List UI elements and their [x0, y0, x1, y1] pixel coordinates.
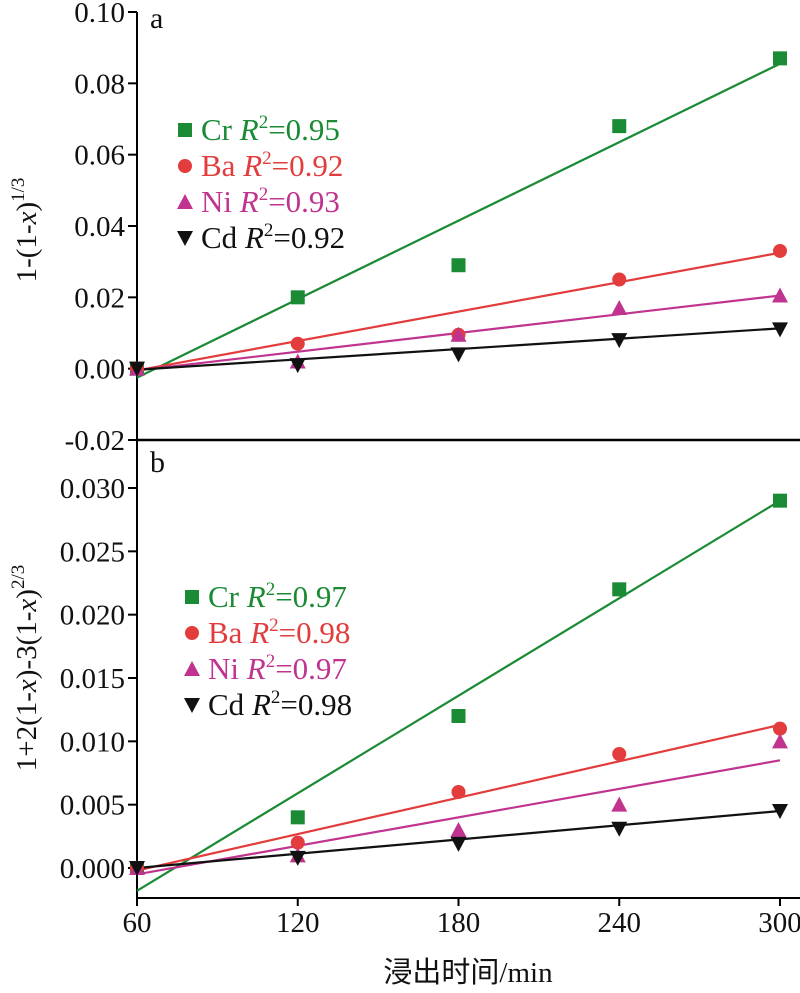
point-ba: [451, 785, 466, 799]
point-ba: [612, 272, 627, 287]
legend-label-cr: Cr R2=0.95: [201, 112, 340, 147]
y-tick-label: 0.015: [60, 663, 125, 695]
x-tick-label: 300: [758, 907, 800, 939]
x-tick-label: 240: [598, 907, 642, 939]
panel-b: b 0.000 0.005 0.010 0.015 0.020 0.025 0.030 60…: [8, 440, 800, 989]
point-ni: [450, 326, 467, 342]
point-cd: [450, 836, 467, 852]
panel-a-points: [129, 51, 788, 377]
panel-b-label: b: [150, 446, 165, 479]
x-tick-label: 180: [437, 907, 481, 939]
panel-b-y-ticks: 0.000 0.005 0.010 0.015 0.020 0.025 0.030: [60, 473, 137, 885]
panel-a-y-axis-title: 1-(1-x)1/3: [8, 178, 43, 283]
legend-label-cd: Cd R2=0.98: [208, 687, 352, 722]
y-tick-label: 0.08: [74, 68, 125, 100]
point-ba: [773, 243, 787, 258]
point-cr: [451, 258, 466, 273]
point-ni: [450, 822, 467, 837]
y-tick-label: 0.000: [60, 853, 125, 885]
y-tick-label: 0.005: [60, 790, 125, 822]
point-cd: [129, 361, 145, 377]
legend-label-cr: Cr R2=0.97: [208, 579, 347, 614]
point-cr: [773, 51, 787, 66]
x-tick-label: 60: [123, 907, 152, 939]
legend-marker-ba: [178, 159, 192, 173]
legend-label-ni: Ni R2=0.93: [201, 184, 340, 219]
point-ni: [772, 287, 788, 303]
legend-label-ba: Ba R2=0.92: [201, 148, 343, 183]
point-cd: [129, 861, 145, 876]
panel-a-y-ticks: -0.02 0.00 0.02 0.04 0.06 0.08 0.10: [65, 0, 137, 457]
legend-label-ba: Ba R2=0.98: [208, 615, 350, 650]
point-cd: [289, 850, 306, 866]
y-tick-label: 0.030: [60, 473, 125, 505]
point-ba: [612, 747, 627, 761]
point-ba: [290, 336, 305, 351]
x-axis-title: 浸出时间/min: [383, 956, 553, 989]
y-tick-label: 0.025: [60, 536, 125, 568]
point-ni: [611, 300, 628, 316]
fit-line-cr: [136, 499, 781, 892]
point-cd: [450, 347, 467, 363]
point-cr: [773, 493, 787, 508]
y-tick-label: 0.02: [74, 282, 125, 314]
x-tick-label: 120: [276, 907, 320, 939]
y-tick-label: 0.010: [60, 726, 125, 758]
legend-marker-ni: [184, 661, 200, 676]
y-tick-label: 0.06: [74, 140, 125, 172]
legend-marker-cd: [184, 698, 200, 713]
point-cd: [772, 322, 788, 338]
legend-label-cd: Cd R2=0.92: [201, 220, 345, 255]
fit-line-cr: [136, 62, 781, 379]
panel-a-label: a: [150, 2, 163, 35]
y-tick-label: -0.02: [65, 425, 125, 457]
point-ba: [290, 835, 305, 850]
y-tick-label: 0.04: [74, 211, 125, 243]
y-tick-label: 0.020: [60, 600, 125, 632]
y-tick-label: 0.00: [74, 354, 125, 386]
legend-marker-cr: [178, 123, 192, 137]
point-cd: [772, 804, 788, 819]
fit-line-ba: [136, 251, 781, 372]
panel-b-points: [129, 493, 788, 876]
point-cd: [289, 358, 306, 374]
legend-marker-ni: [177, 194, 193, 209]
panel-b-x-ticks: 60 120 180 240 300: [123, 898, 800, 939]
point-cr: [290, 810, 305, 825]
point-cr: [612, 582, 627, 597]
point-ba: [773, 721, 787, 736]
point-cd: [611, 821, 628, 837]
legend-label-ni: Ni R2=0.97: [208, 651, 347, 686]
point-cr: [451, 709, 466, 723]
point-cd: [611, 333, 628, 349]
point-cr: [612, 119, 627, 134]
panel-a: a -0.02 0.00 0.02 0.04 0.06 0.08 0.10 Cr R2=0.…: [8, 0, 788, 457]
point-ni: [772, 733, 788, 749]
panel-b-y-axis-title: 1+2(1-x)-3(1-x)2/3: [8, 565, 43, 772]
legend-marker-cr: [185, 590, 199, 604]
y-tick-label: 0.10: [74, 0, 125, 29]
point-cr: [290, 290, 305, 305]
point-ni: [611, 796, 628, 812]
legend-marker-cd: [177, 231, 193, 246]
legend-marker-ba: [185, 626, 199, 640]
fit-line-ni: [136, 759, 781, 876]
